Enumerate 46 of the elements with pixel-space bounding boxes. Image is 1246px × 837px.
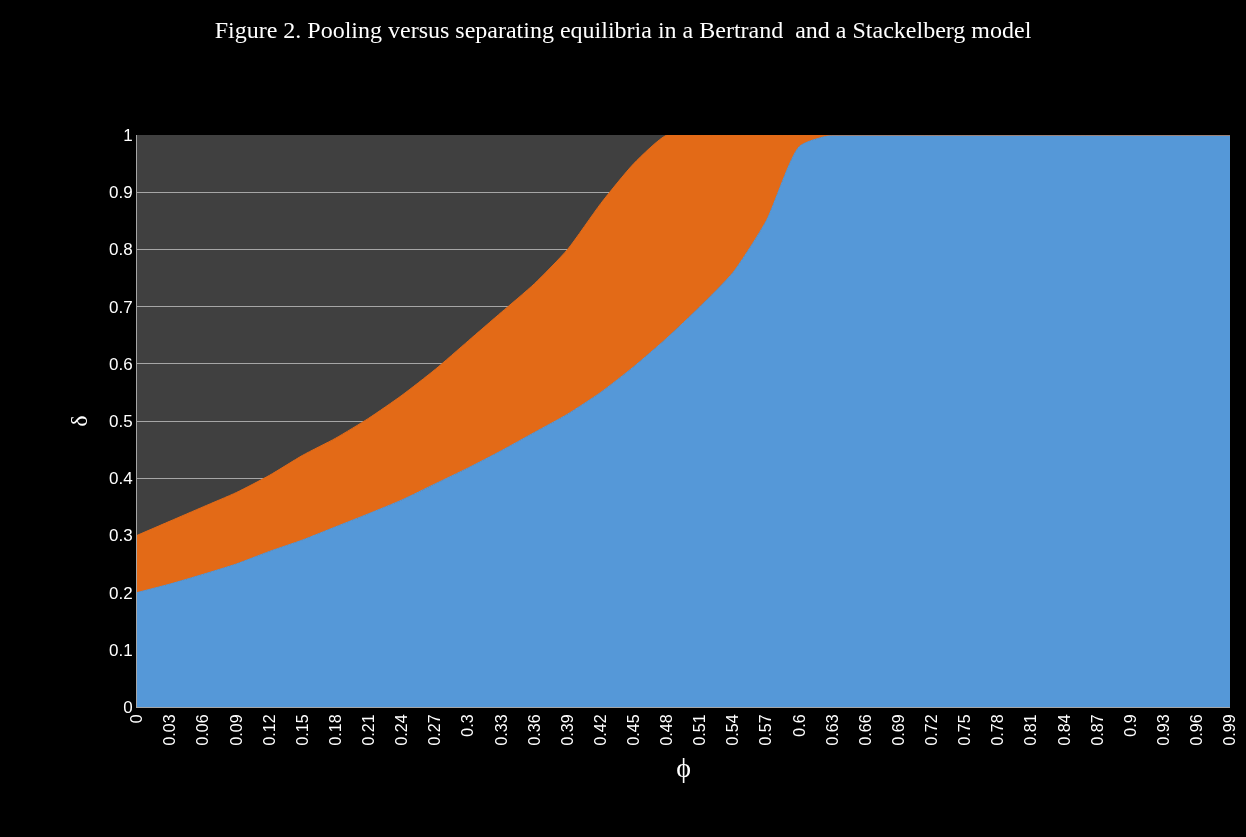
x-tick-label: 0.9 — [1121, 714, 1139, 737]
y-tick-label: 0.9 — [108, 183, 133, 203]
x-tick-label: 0.84 — [1055, 714, 1073, 746]
x-tick-label: 0.93 — [1154, 714, 1172, 746]
x-tick-label: 0.33 — [492, 714, 510, 746]
x-tick-label: 0.6 — [790, 714, 808, 737]
y-tick-label: 0.4 — [108, 469, 133, 489]
x-tick-label: 0.66 — [856, 714, 874, 746]
x-tick-label: 0.96 — [1188, 714, 1206, 746]
x-tick-label: 0.3 — [459, 714, 477, 737]
x-axis-title: ϕ — [676, 751, 691, 783]
x-tick-label: 0.15 — [293, 714, 311, 746]
x-tick-label: 0.48 — [658, 714, 676, 746]
y-tick-label: 0.1 — [108, 640, 133, 660]
x-tick-label: 0.27 — [426, 714, 444, 746]
y-tick-label: 0.7 — [108, 297, 133, 317]
x-tick-label: 0.51 — [691, 714, 709, 746]
x-tick-label: 0.63 — [823, 714, 841, 746]
x-tick-label: 0.81 — [1022, 714, 1040, 746]
x-tick-label: 0.42 — [591, 714, 609, 746]
x-tick-label: 0.78 — [989, 714, 1007, 746]
x-tick-label: 0.54 — [724, 714, 742, 746]
x-tick-label: 0.99 — [1221, 714, 1239, 746]
x-tick-label: 0.45 — [625, 714, 643, 746]
x-tick-label: 0.87 — [1088, 714, 1106, 746]
x-tick-label: 0.69 — [889, 714, 907, 746]
x-tick-label: 0.21 — [360, 714, 378, 746]
x-tick-label: 0.06 — [194, 714, 212, 746]
x-tick-label: 0.57 — [757, 714, 775, 746]
y-tick-label: 0.2 — [108, 583, 133, 603]
x-tick-label: 0.03 — [161, 714, 179, 746]
y-tick-label: 0.5 — [108, 411, 133, 431]
chart-title: Figure 2. Pooling versus separating equilibria in a Bertrand and a Stackelberg model — [214, 16, 1032, 43]
x-tick-label: 0.36 — [525, 714, 543, 746]
y-tick-label: 0.6 — [108, 354, 133, 374]
y-tick-label: 1 — [123, 125, 133, 145]
y-tick-label: 0.3 — [108, 526, 133, 546]
x-tick-label: 0.18 — [326, 714, 344, 746]
x-tick-label: 0.09 — [227, 714, 245, 746]
y-axis-title: δ — [66, 415, 93, 427]
x-tick-label: 0.24 — [393, 714, 411, 746]
x-tick-label: 0.72 — [923, 714, 941, 746]
y-tick-label: 0.8 — [108, 240, 133, 260]
x-tick-label: 0.12 — [260, 714, 278, 746]
x-tick-label: 0.75 — [956, 714, 974, 746]
x-tick-label: 0.39 — [558, 714, 576, 746]
